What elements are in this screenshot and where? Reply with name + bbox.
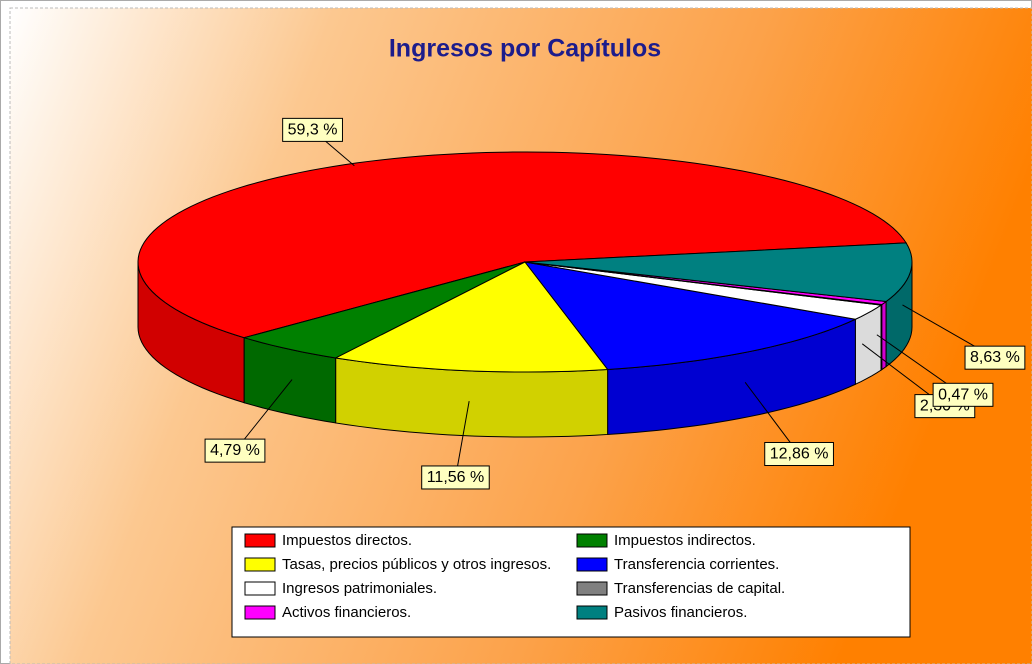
pie-slice	[524, 261, 883, 320]
legend-swatch	[576, 557, 608, 572]
legend-label: Pasivos financieros.	[614, 604, 747, 621]
leader-line	[454, 401, 470, 478]
legend-label: Impuestos directos.	[282, 532, 412, 549]
legend-swatch	[244, 581, 276, 596]
legend-label: Transferencias de capital.	[614, 580, 785, 597]
chart-title: Ingresos por Capítulos	[389, 35, 661, 63]
data-label-box	[964, 345, 1026, 370]
legend-swatch	[576, 533, 608, 548]
legend-swatch	[576, 605, 608, 620]
legend-label: Tasas, precios públicos y otros ingresos…	[282, 556, 551, 573]
data-label: 59,3 %	[288, 121, 338, 138]
data-label-box	[932, 382, 994, 407]
legend-swatch	[576, 581, 608, 596]
data-label: 11,56 %	[427, 469, 485, 486]
legend-swatch	[244, 605, 276, 620]
data-label: 4,79 %	[210, 442, 260, 459]
pie-slice	[334, 261, 609, 373]
data-label: 12,86 %	[770, 445, 829, 462]
data-label-box	[421, 465, 490, 490]
legend-swatch	[244, 533, 276, 548]
legend-label: Ingresos patrimoniales.	[282, 580, 437, 597]
legend-swatch	[244, 557, 276, 572]
pie-slice	[137, 151, 908, 339]
legend-label: Transferencia corrientes.	[614, 556, 779, 573]
pie-slice	[242, 261, 526, 359]
data-label-box	[764, 441, 834, 467]
pie-slice	[524, 242, 913, 303]
pie-slice	[523, 261, 858, 370]
data-label-box	[204, 438, 266, 463]
data-label-box	[282, 117, 343, 142]
data-label: 0,47 %	[938, 386, 988, 403]
legend-label: Impuestos indirectos.	[614, 532, 756, 549]
legend-label: Activos financieros.	[282, 604, 411, 621]
data-label: 8,63 %	[970, 349, 1020, 366]
legend	[231, 526, 911, 638]
